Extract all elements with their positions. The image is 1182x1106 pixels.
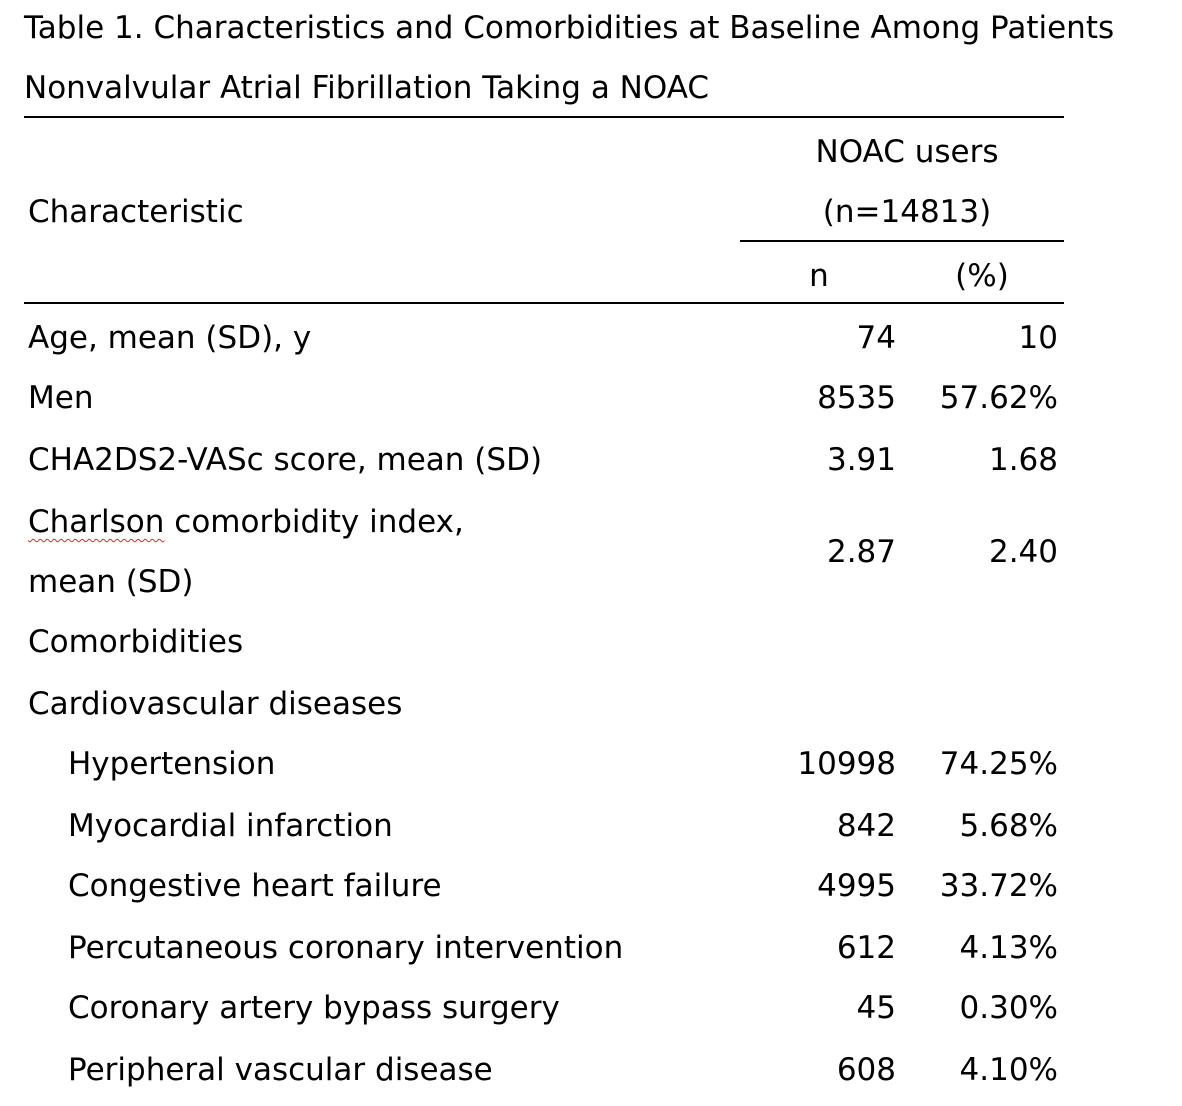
row-n-charlson: 2.87	[826, 534, 896, 570]
row-n-peripheral-vascular-disease: 608	[836, 1052, 896, 1088]
spellcheck-flagged-word: Charlson	[28, 504, 165, 540]
row-pct-myocardial-infarction: 5.68%	[959, 808, 1058, 844]
row-pct-coronary-artery-bypass-surgery: 0.30%	[959, 990, 1058, 1026]
header-bottom-rule	[24, 302, 1064, 304]
row-label-charlson-line-2: mean (SD)	[28, 564, 194, 600]
row-label-coronary-artery-bypass-surgery: Coronary artery bypass surgery	[68, 990, 560, 1026]
row-n-men: 8535	[817, 380, 896, 416]
row-n-percutaneous-coronary-intervention: 612	[836, 930, 896, 966]
row-label-hypertension: Hypertension	[68, 746, 276, 782]
row-label-peripheral-vascular-disease: Peripheral vascular disease	[68, 1052, 493, 1088]
table-title-line-2: Nonvalvular Atrial Fibrillation Taking a…	[24, 70, 710, 106]
row-label-cha2ds2-vasc: CHA2DS2-VASc score, mean (SD)	[28, 442, 543, 478]
row-label-men: Men	[28, 380, 94, 416]
row-n-congestive-heart-failure: 4995	[817, 868, 896, 904]
row-pct-men: 57.62%	[939, 380, 1058, 416]
row-pct-percutaneous-coronary-intervention: 4.13%	[959, 930, 1058, 966]
row-n-myocardial-infarction: 842	[836, 808, 896, 844]
row-n-hypertension: 10998	[797, 746, 896, 782]
row-pct-charlson: 2.40	[988, 534, 1058, 570]
header-group-rule	[740, 240, 1064, 242]
section-comorbidities: Comorbidities	[28, 624, 244, 660]
header-group-name: NOAC users	[815, 134, 999, 170]
table-top-rule	[24, 116, 1064, 118]
row-n-cha2ds2-vasc: 3.91	[826, 442, 896, 478]
header-col-pct: (%)	[955, 258, 1009, 294]
row-label-percutaneous-coronary-intervention: Percutaneous coronary intervention	[68, 930, 624, 966]
row-label-congestive-heart-failure: Congestive heart failure	[68, 868, 442, 904]
header-col-n: n	[809, 258, 829, 294]
row-pct-congestive-heart-failure: 33.72%	[939, 868, 1058, 904]
row-n-age: 74	[856, 320, 896, 356]
row-pct-age: 10	[1018, 320, 1058, 356]
row-label-myocardial-infarction: Myocardial infarction	[68, 808, 393, 844]
row-pct-cha2ds2-vasc: 1.68	[988, 442, 1058, 478]
row-label-charlson-rest: comorbidity index,	[164, 504, 464, 540]
header-characteristic: Characteristic	[28, 194, 244, 230]
row-label-charlson-line-1: Charlson comorbidity index,	[28, 502, 464, 542]
row-pct-peripheral-vascular-disease: 4.10%	[959, 1052, 1058, 1088]
section-cardiovascular-diseases: Cardiovascular diseases	[28, 686, 403, 722]
row-n-coronary-artery-bypass-surgery: 45	[856, 990, 896, 1026]
row-pct-hypertension: 74.25%	[939, 746, 1058, 782]
table-title-line-1: Table 1. Characteristics and Comorbiditi…	[24, 10, 1115, 46]
row-label-age: Age, mean (SD), y	[28, 320, 312, 356]
header-group-count: (n=14813)	[822, 194, 992, 230]
